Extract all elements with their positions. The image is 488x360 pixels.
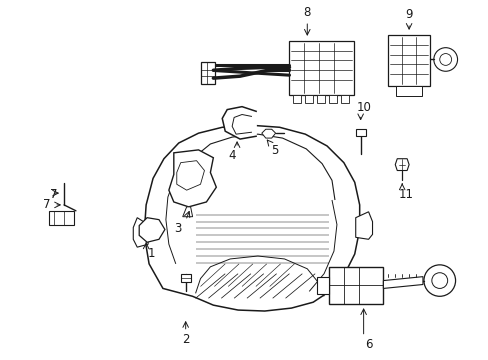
Polygon shape <box>328 267 383 304</box>
Text: 6: 6 <box>364 338 371 351</box>
Circle shape <box>146 224 158 235</box>
Text: 7: 7 <box>50 188 58 201</box>
Text: 10: 10 <box>355 100 370 113</box>
Circle shape <box>439 54 451 66</box>
Polygon shape <box>139 218 164 242</box>
Text: 3: 3 <box>174 222 181 235</box>
Text: 2: 2 <box>182 333 189 346</box>
Polygon shape <box>394 159 408 171</box>
Polygon shape <box>293 95 301 103</box>
Polygon shape <box>289 41 353 95</box>
Circle shape <box>423 265 455 296</box>
Text: 5: 5 <box>270 144 278 157</box>
Polygon shape <box>183 207 192 217</box>
Polygon shape <box>49 211 74 225</box>
Polygon shape <box>305 95 313 103</box>
Text: 1: 1 <box>147 247 155 260</box>
Circle shape <box>360 276 380 295</box>
Text: 11: 11 <box>398 188 413 201</box>
Polygon shape <box>328 95 336 103</box>
Polygon shape <box>355 212 372 239</box>
Text: 7: 7 <box>42 198 50 211</box>
Polygon shape <box>383 276 422 288</box>
Polygon shape <box>177 161 204 190</box>
Text: 8: 8 <box>303 6 310 19</box>
Polygon shape <box>340 95 348 103</box>
Polygon shape <box>261 129 275 138</box>
Polygon shape <box>317 95 325 103</box>
Polygon shape <box>168 150 216 207</box>
Circle shape <box>365 280 375 291</box>
Polygon shape <box>133 218 148 247</box>
Polygon shape <box>181 274 190 282</box>
Polygon shape <box>355 129 365 136</box>
Polygon shape <box>395 86 421 96</box>
Polygon shape <box>232 114 251 134</box>
Polygon shape <box>200 62 215 84</box>
Polygon shape <box>317 276 328 294</box>
Circle shape <box>431 273 447 288</box>
Polygon shape <box>144 125 359 311</box>
Circle shape <box>433 48 457 71</box>
Polygon shape <box>222 107 256 139</box>
Text: 9: 9 <box>405 8 412 21</box>
Polygon shape <box>387 35 429 86</box>
Text: 4: 4 <box>228 149 235 162</box>
